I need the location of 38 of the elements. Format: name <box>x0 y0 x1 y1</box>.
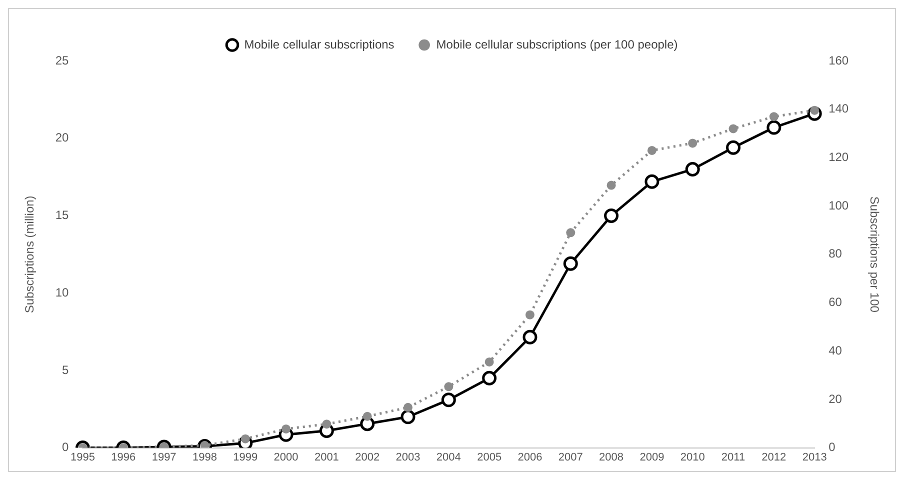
x-tick-label: 2010 <box>680 451 705 464</box>
x-tick-label: 2012 <box>762 451 786 464</box>
x-tick-label: 1995 <box>70 451 95 464</box>
y-axis-title: Subscriptions (million) <box>22 196 37 314</box>
y2-tick-label: 60 <box>828 295 842 310</box>
x-tick-label: 1998 <box>192 451 217 464</box>
y2-tick-label: 0 <box>828 440 836 454</box>
y2-tick-label: 160 <box>828 53 849 68</box>
x-tick-label: 2013 <box>802 451 827 464</box>
x-tick-label: 1999 <box>233 451 258 464</box>
y-tick-label: 5 <box>62 362 70 377</box>
x-tick-label: 1996 <box>111 451 136 464</box>
x-tick-label: 2006 <box>518 451 542 464</box>
x-tick-label: 2000 <box>274 451 298 464</box>
y-tick-label: 10 <box>55 285 70 300</box>
x-tick-label: 2007 <box>558 451 583 464</box>
y-tick-label: 15 <box>55 208 70 222</box>
x-tick-label: 2002 <box>355 451 380 464</box>
x-tick-label: 2003 <box>396 451 420 464</box>
x-tick-label: 2009 <box>640 451 664 464</box>
x-tick-label: 1997 <box>152 451 176 464</box>
x-tick-label: 2005 <box>477 451 502 464</box>
y2-axis-title: Subscriptions per 100 <box>867 196 882 313</box>
x-tick-label: 2011 <box>721 451 746 464</box>
y2-tick-label: 20 <box>828 392 842 406</box>
y2-tick-label: 120 <box>828 150 849 164</box>
y2-tick-label: 40 <box>828 343 842 358</box>
x-tick-label: 2008 <box>599 451 624 464</box>
y-tick-label: 0 <box>62 440 70 454</box>
legend-label: Mobile cellular subscriptions <box>244 37 394 52</box>
y2-tick-label: 100 <box>828 198 849 212</box>
x-tick-label: 2004 <box>436 451 461 464</box>
y2-tick-label: 140 <box>828 102 849 116</box>
legend-label: Mobile cellular subscriptions (per 100 people) <box>436 37 678 52</box>
y-tick-label: 20 <box>55 130 70 145</box>
y2-tick-label: 80 <box>828 246 842 261</box>
y-tick-label: 25 <box>55 53 70 68</box>
x-tick-label: 2001 <box>314 451 339 464</box>
